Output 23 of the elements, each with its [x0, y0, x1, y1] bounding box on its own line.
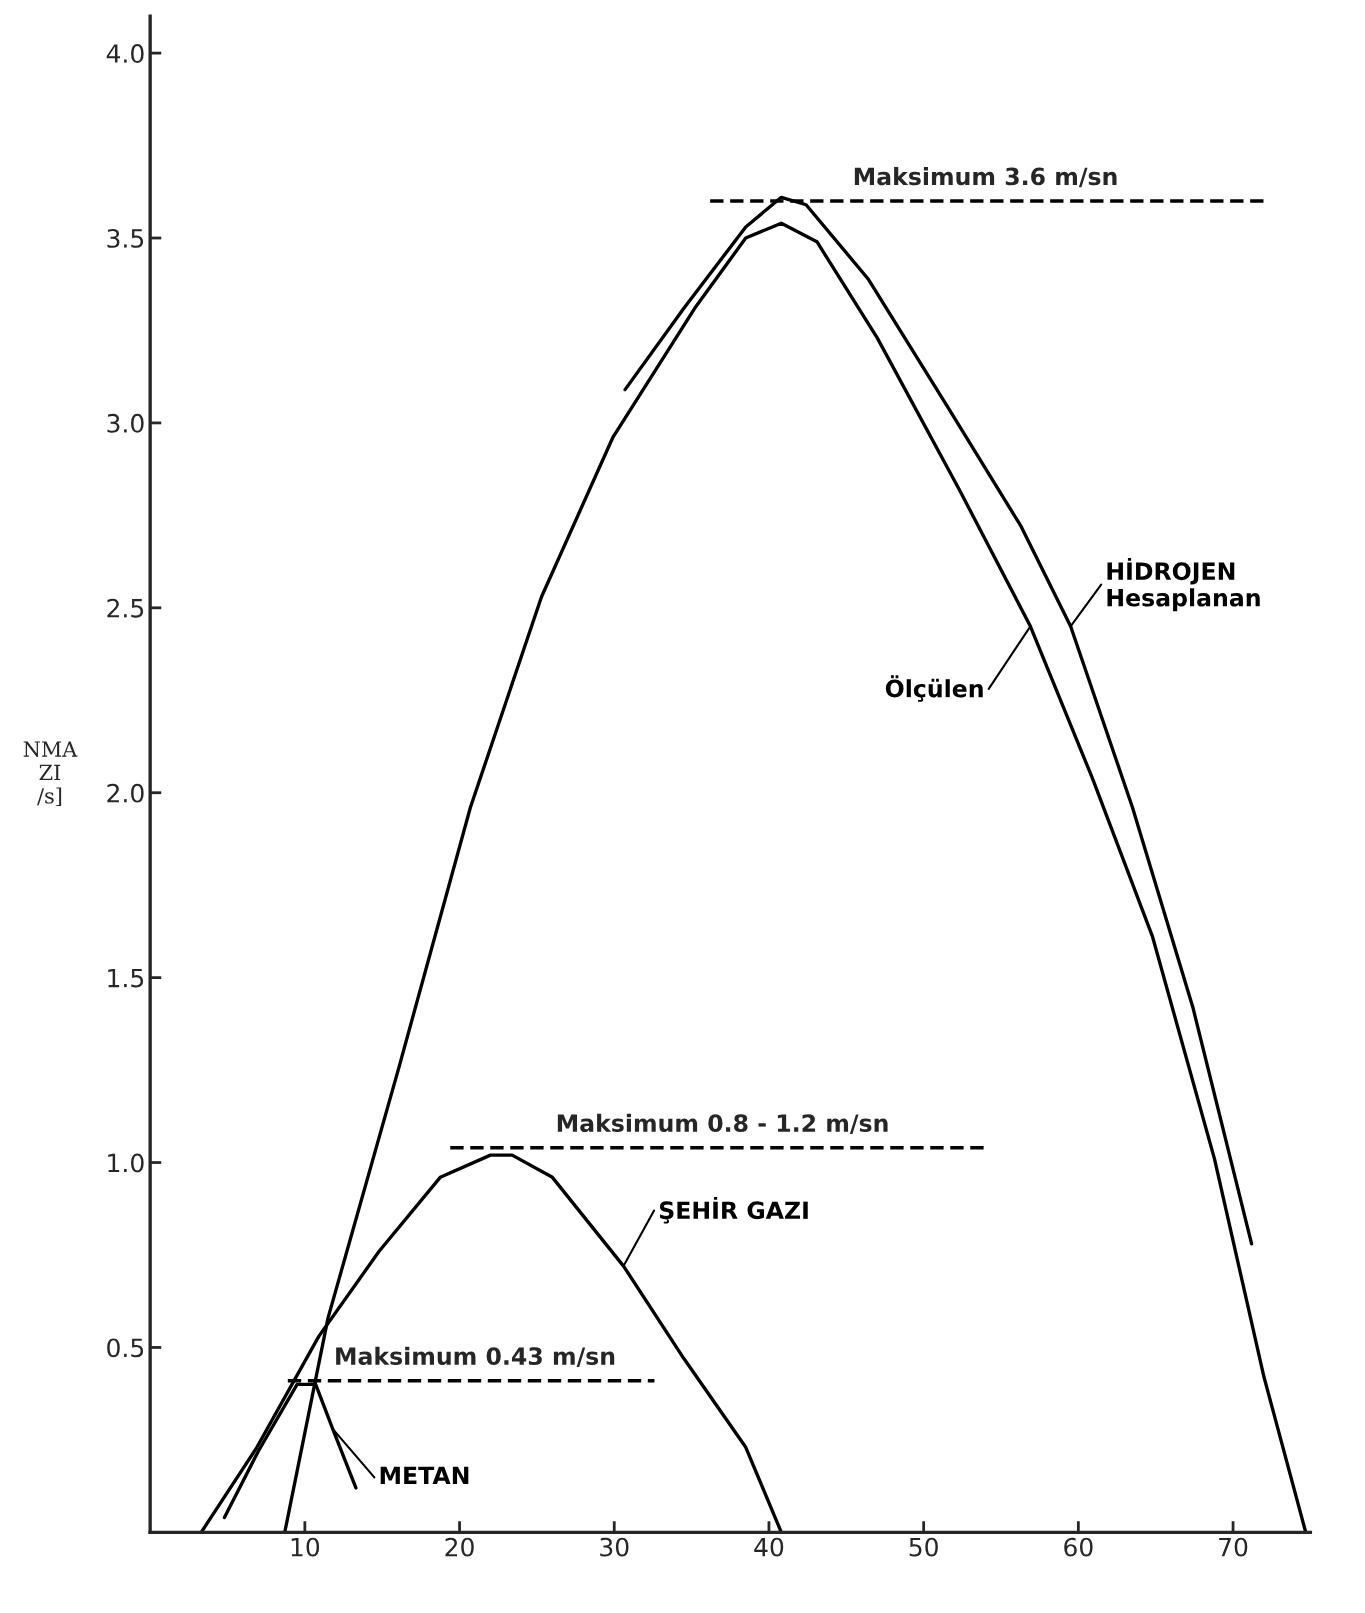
y-tick-label: 3.5: [107, 228, 144, 248]
text: ŞEHİR GAZI: [659, 1197, 808, 1224]
x-tick-label: 50: [909, 1537, 938, 1557]
y-tick-label: 1.5: [108, 968, 144, 988]
x-tick-label: 40: [754, 1537, 784, 1557]
y-tick-label: 0.5: [107, 1338, 144, 1358]
x-tick-label: 10: [291, 1537, 320, 1557]
annotation: Maksimum 0.8 - 1.2 m/sn: [557, 1113, 888, 1134]
x-tick-label: 70: [1219, 1537, 1248, 1557]
y-tick-label: 1.0: [108, 1153, 144, 1173]
y-tick-label: 3.0: [107, 413, 144, 433]
y-tick-label: 4.0: [106, 44, 144, 63]
x-tick-label: 30: [600, 1537, 629, 1557]
y-axis-title: NMA ZI /s]: [23, 741, 78, 807]
y-tick-label: 2.0: [107, 783, 144, 803]
series-label: METAN: [380, 1466, 469, 1484]
x-tick-label: 60: [1064, 1537, 1093, 1557]
annotation: Maksimum 0.43 m/sn: [336, 1346, 615, 1367]
y-tick-label: 2.5: [107, 598, 144, 618]
series-label: HİDROJEN Hesaplanan: [1107, 557, 1260, 612]
annotation: Maksimum 3.6 m/sn: [854, 167, 1117, 188]
text: Ölçülen: [885, 675, 983, 702]
x-tick-label: 20: [445, 1537, 474, 1557]
